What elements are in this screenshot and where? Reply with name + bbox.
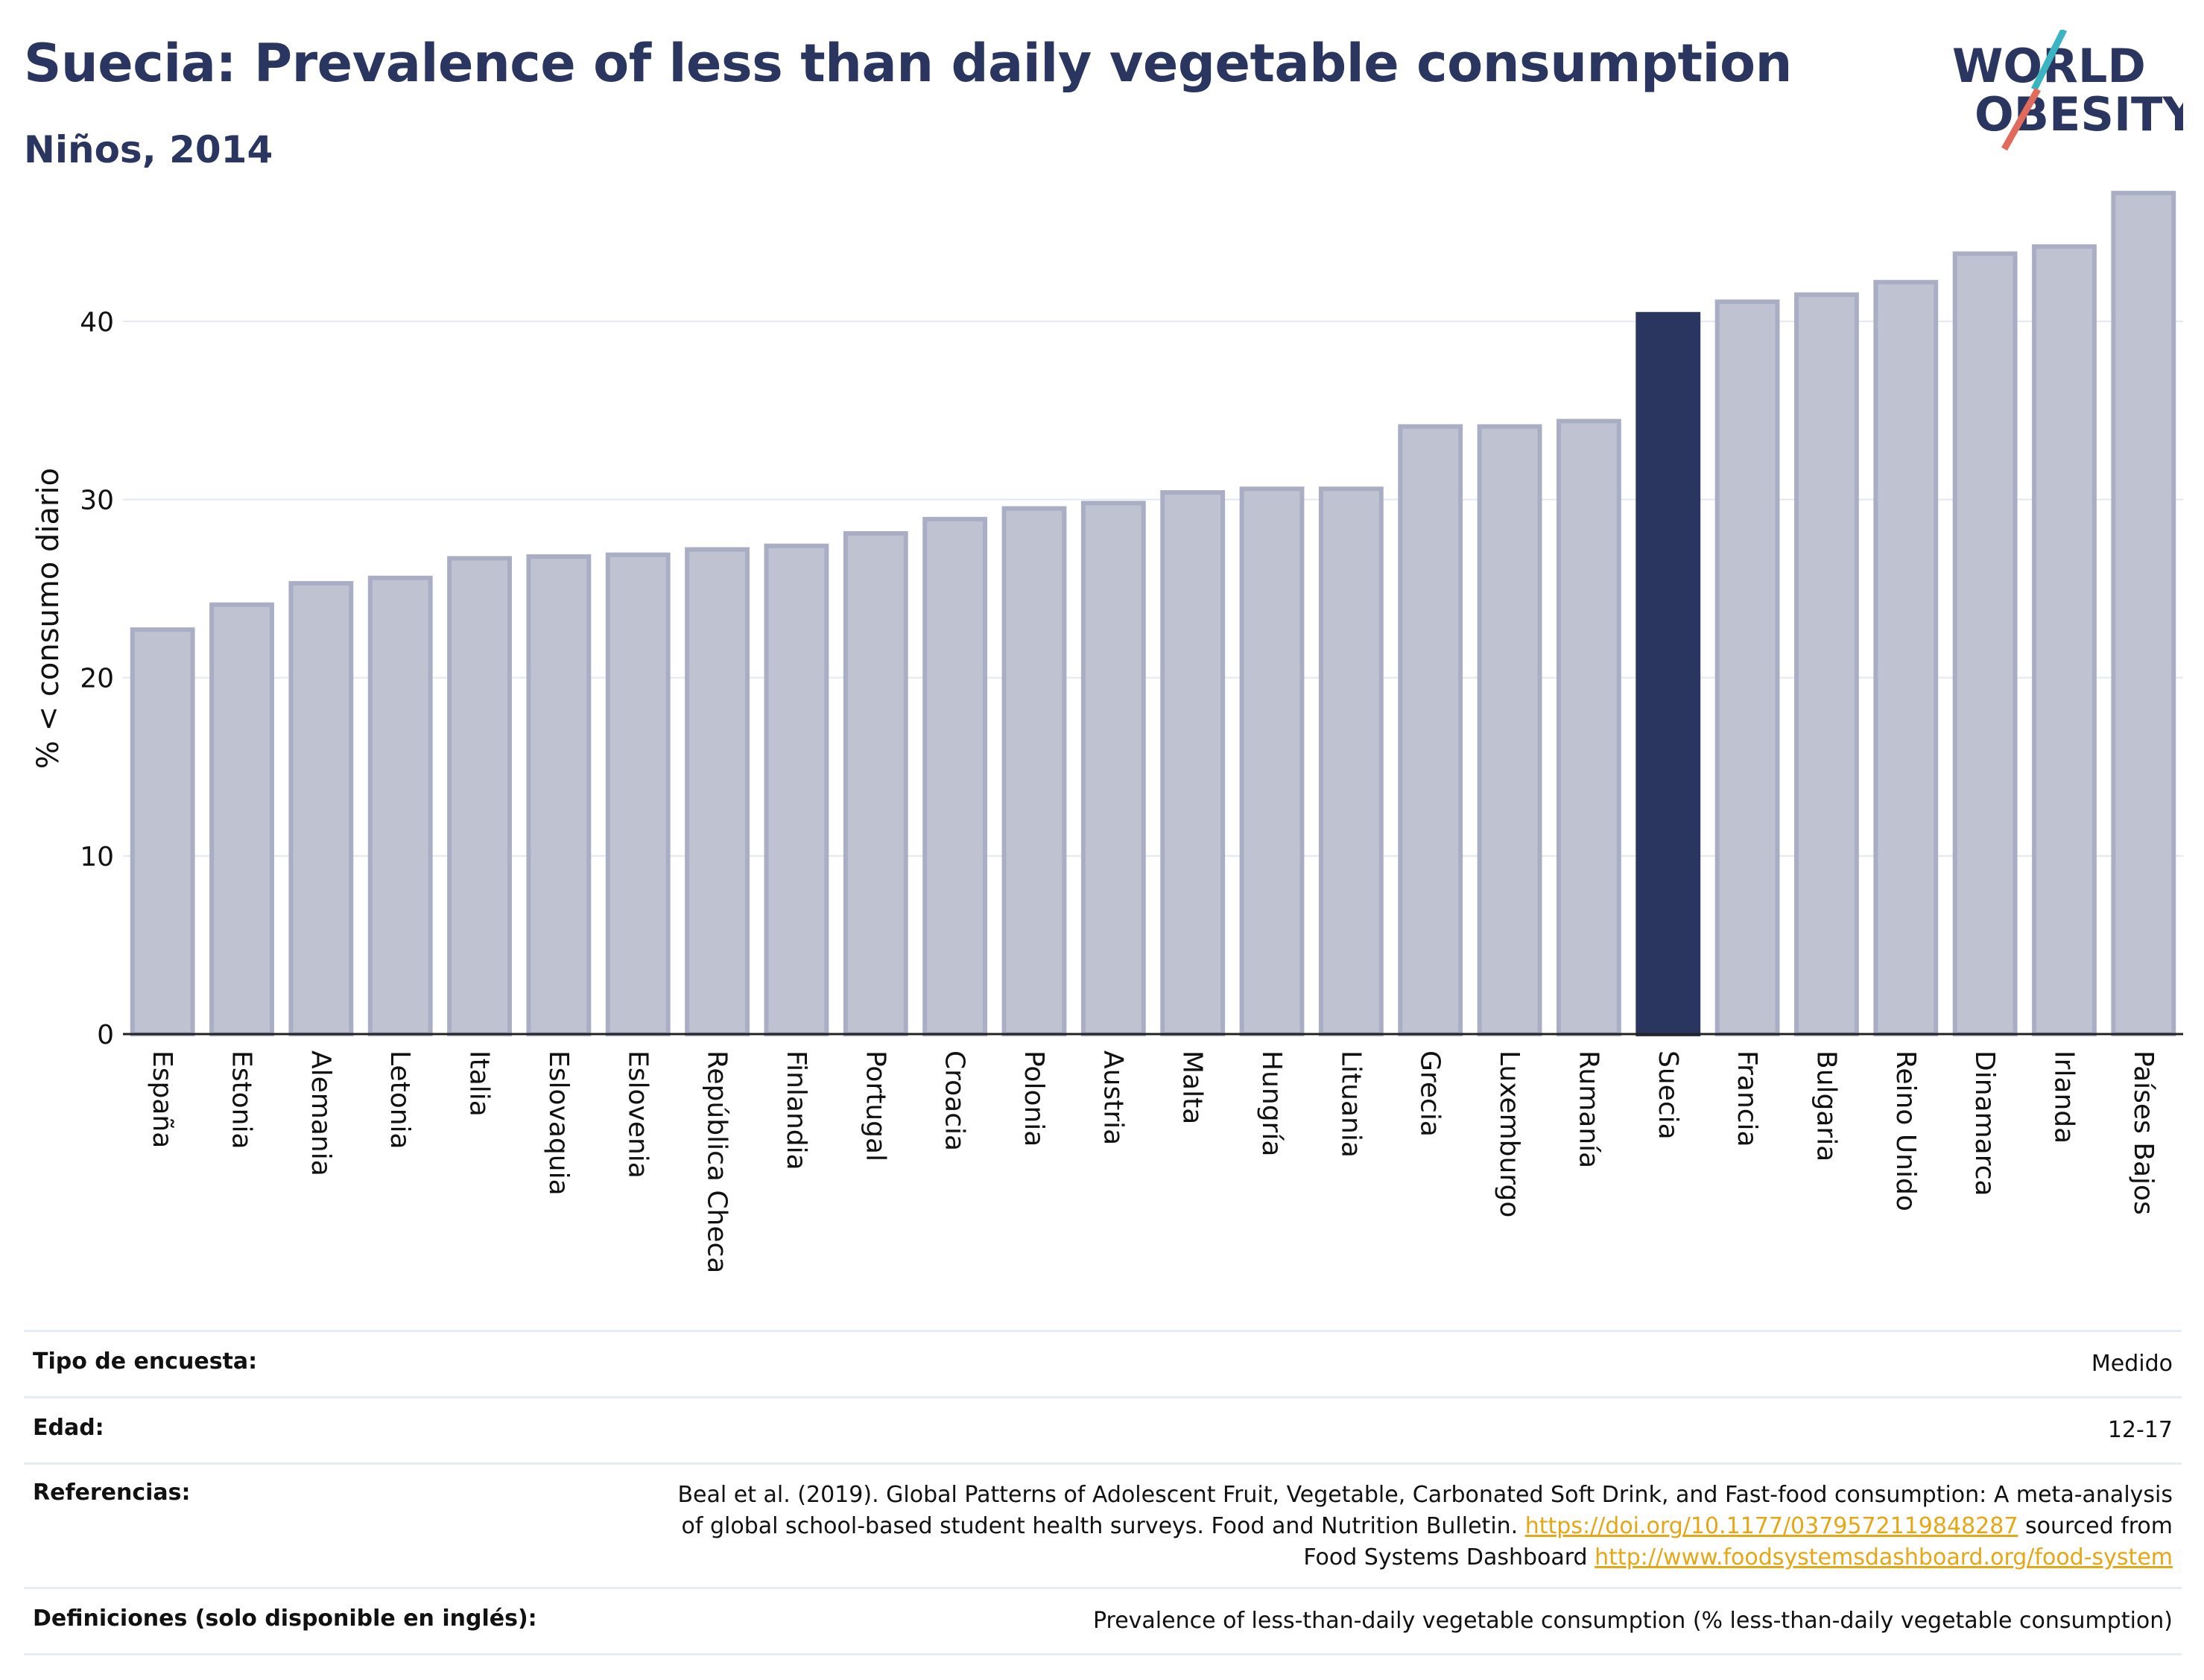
bar-luxemburgo — [1477, 424, 1542, 1036]
bars — [130, 191, 2176, 1037]
y-tick-labels: 0 10 20 30 40 — [80, 307, 114, 1050]
x-tick-label: Bulgaria — [1811, 1050, 1841, 1161]
bar-países-bajos — [2111, 191, 2176, 1037]
x-tick-label: Italia — [464, 1050, 495, 1117]
bar-eslovenia — [605, 552, 671, 1036]
x-tick-label: Hungría — [1256, 1050, 1287, 1156]
bar-estonia — [209, 602, 274, 1036]
chart-title: Suecia: Prevalence of less than daily ve… — [24, 33, 1792, 94]
x-tick-label: Malta — [1177, 1050, 1208, 1124]
y-tick-label: 20 — [80, 664, 114, 694]
x-tick-label: Finlandia — [781, 1050, 811, 1170]
age-value: 12-17 — [2107, 1417, 2173, 1443]
x-tick-label: Luxemburgo — [1494, 1050, 1524, 1217]
reference-line-2: of global school-based student health su… — [677, 1511, 2173, 1542]
x-tick-label: Estonia — [227, 1050, 257, 1150]
x-tick-label: España — [147, 1050, 177, 1148]
survey-type-label: Tipo de encuesta: — [33, 1348, 258, 1375]
references-value: Beal et al. (2019). Global Patterns of A… — [668, 1480, 2182, 1573]
y-tick-label: 40 — [80, 307, 114, 337]
reference-line-2-text: of global school-based student health su… — [681, 1513, 1519, 1539]
y-tick-label: 10 — [80, 842, 114, 872]
info-table: Tipo de encuesta: Medido Edad: 12-17 Ref… — [24, 1330, 2182, 1655]
doi-link[interactable]: https://doi.org/10.1177/0379572119848287 — [1524, 1513, 2018, 1539]
definitions-value: Prevalence of less-than-daily vegetable … — [1092, 1608, 2173, 1634]
info-row-definitions: Definiciones (solo disponible en inglés)… — [24, 1587, 2182, 1655]
x-tick-label: Francia — [1732, 1050, 1762, 1147]
info-row-survey: Tipo de encuesta: Medido — [24, 1330, 2182, 1396]
x-tick-label: República Checa — [702, 1050, 732, 1273]
bar-grecia — [1398, 424, 1463, 1036]
bar-reino-unido — [1873, 279, 1939, 1036]
x-tick-label: Suecia — [1653, 1050, 1683, 1140]
x-tick-label: Irlanda — [2048, 1050, 2079, 1144]
info-row-age: Edad: 12-17 — [24, 1396, 2182, 1462]
bar-lituania — [1318, 486, 1384, 1036]
info-row-references: Referencias: Beal et al. (2019). Global … — [24, 1462, 2182, 1587]
x-tick-label: Lituania — [1335, 1050, 1366, 1158]
bar-croacia — [922, 516, 988, 1036]
bar-españa — [130, 627, 195, 1036]
bar-malta — [1160, 489, 1226, 1036]
x-tick-label: Eslovenia — [622, 1050, 653, 1179]
food-systems-link[interactable]: http://www.foodsystemsdashboard.org/food… — [1595, 1544, 2173, 1570]
bar-polonia — [1001, 506, 1067, 1036]
bar-bulgaria — [1794, 292, 1859, 1037]
x-tick-label: Rumanía — [1573, 1050, 1603, 1168]
bar-irlanda — [2032, 244, 2097, 1037]
bar-italia — [447, 556, 512, 1036]
x-tick-label: Dinamarca — [1969, 1050, 2000, 1196]
definitions-label: Definiciones (solo disponible en inglés)… — [33, 1605, 537, 1632]
bar-eslovaquia — [526, 554, 592, 1036]
bar-finlandia — [764, 543, 829, 1036]
y-axis-label: % < consumo diario — [31, 468, 66, 769]
reference-line-1: Beal et al. (2019). Global Patterns of A… — [677, 1482, 2173, 1508]
survey-type-value: Medido — [2091, 1351, 2173, 1377]
reference-line-3: Food Systems Dashboard http://www.foodsy… — [677, 1542, 2173, 1573]
bar-hungría — [1239, 486, 1305, 1036]
logo-text-obesity: OBESITY — [1975, 87, 2183, 142]
logo-slash-teal — [2030, 30, 2068, 92]
x-tick-label: Polonia — [1019, 1050, 1049, 1147]
y-tick-label: 0 — [97, 1020, 114, 1050]
bar-portugal — [843, 530, 908, 1036]
reference-line-2-tail: sourced from — [2024, 1513, 2173, 1539]
x-tick-label: Alemania — [305, 1050, 336, 1176]
bar-república-checa — [685, 547, 750, 1036]
y-tick-label: 30 — [80, 486, 114, 516]
bar-dinamarca — [1952, 251, 2018, 1037]
chart-subtitle: Niños, 2014 — [24, 128, 273, 171]
bar-letonia — [367, 575, 433, 1036]
x-tick-label: Países Bajos — [2128, 1050, 2159, 1215]
reference-line-3-text: Food Systems Dashboard — [1303, 1544, 1588, 1570]
bar-austria — [1080, 501, 1146, 1036]
x-tick-label: Croacia — [940, 1050, 970, 1151]
bar-suecia — [1635, 311, 1701, 1036]
world-obesity-logo: WORLD OBESITY — [1952, 30, 2183, 151]
x-tick-label: Portugal — [860, 1050, 890, 1161]
x-tick-label: Letonia — [384, 1050, 415, 1150]
bar-alemania — [288, 580, 354, 1036]
x-tick-label: Grecia — [1415, 1050, 1445, 1137]
bar-rumanía — [1556, 419, 1621, 1036]
x-tick-labels: España Estonia Alemania Letonia Italia Eslova… — [147, 1050, 2159, 1273]
bar-chart: 0 10 20 30 40 España Estonia Alemania Letonia It… — [31, 191, 2183, 1273]
references-label: Referencias: — [33, 1480, 191, 1506]
age-label: Edad: — [33, 1415, 104, 1441]
logo-slash-coral — [2001, 87, 2041, 151]
x-tick-label: Reino Unido — [1890, 1050, 1921, 1211]
bar-francia — [1714, 299, 1780, 1036]
x-tick-label: Eslovaquia — [543, 1050, 574, 1196]
x-tick-label: Austria — [1098, 1050, 1128, 1145]
